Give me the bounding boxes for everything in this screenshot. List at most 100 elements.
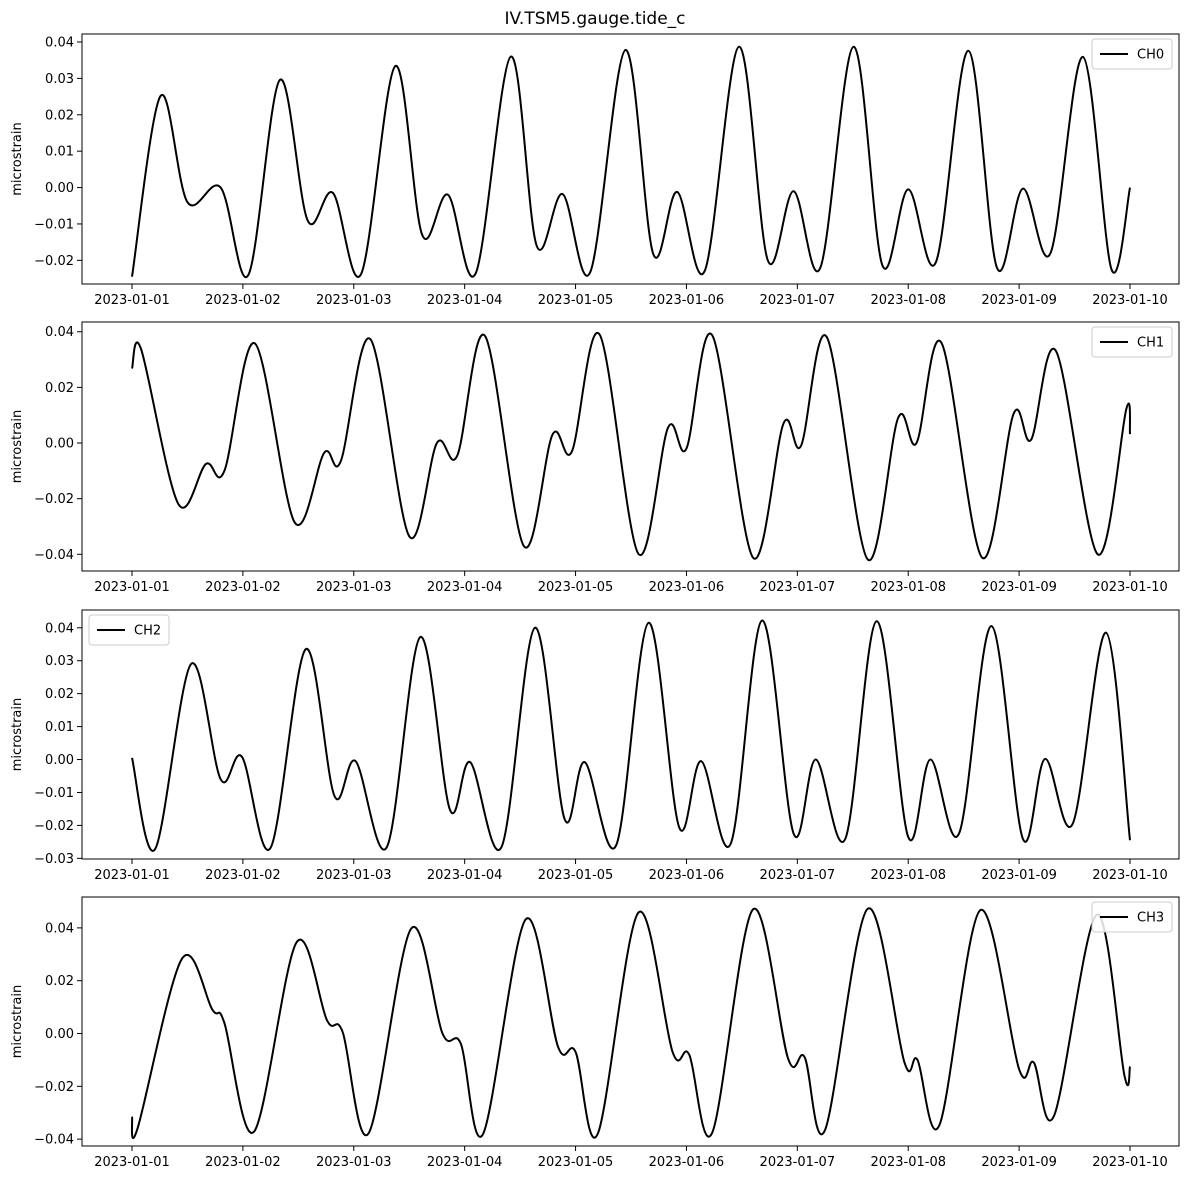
y-tick-label: 0.03 [45, 72, 74, 87]
data-point [1031, 439, 1032, 440]
data-point [334, 795, 335, 796]
y-tick-label: −0.02 [34, 1080, 74, 1095]
data-point [826, 337, 827, 338]
data-point [1033, 1062, 1034, 1063]
data-point [224, 1022, 225, 1023]
data-point [916, 442, 917, 443]
data-point [625, 49, 626, 50]
data-point [935, 262, 936, 263]
x-tick-label: 2023-01-09 [981, 1155, 1057, 1170]
legend-label: CH3 [1137, 911, 1164, 926]
data-point [677, 191, 678, 192]
data-point [752, 557, 753, 558]
x-tick-label: 2023-01-10 [1092, 580, 1168, 595]
data-point [460, 1044, 461, 1045]
subplot-2: 2023-01-01 2023-01-02 2023-01-03 2023-01-04… [10, 609, 1180, 883]
x-tick-label: 2023-01-04 [427, 868, 503, 883]
subplot-1: 2023-01-01 2023-01-02 2023-01-03 2023-01-04… [10, 321, 1180, 595]
data-point [898, 417, 899, 418]
y-tick-label: −0.01 [34, 217, 74, 232]
data-point [564, 818, 565, 819]
legend: CH1 [1091, 326, 1173, 358]
data-point [332, 192, 333, 193]
data-point [793, 833, 794, 834]
data-point [968, 50, 969, 51]
data-point [1129, 434, 1130, 435]
data-point [279, 79, 280, 80]
data-point [294, 522, 295, 523]
data-point [355, 761, 356, 762]
data-point [820, 267, 821, 268]
x-tick-label: 2023-01-07 [760, 868, 836, 883]
data-point [137, 1128, 138, 1129]
axes-frame [81, 896, 1180, 1147]
data-point [653, 253, 654, 254]
y-tick-label: 0.04 [45, 621, 74, 636]
data-point [409, 536, 410, 537]
data-point [368, 1133, 369, 1134]
data-point [386, 846, 387, 847]
legend: CH3 [1091, 901, 1173, 933]
data-point [411, 928, 412, 929]
legend-label: CH1 [1137, 336, 1164, 351]
legend-box [1091, 901, 1173, 933]
data-point [131, 276, 132, 277]
x-tick-label: 2023-01-03 [316, 868, 392, 883]
x-tick-label: 2023-01-08 [870, 580, 946, 595]
data-point [739, 46, 740, 47]
x-tick-label: 2023-01-09 [981, 868, 1057, 883]
data-point [1022, 838, 1023, 839]
data-point [793, 191, 794, 192]
data-point [1105, 632, 1106, 633]
data-point [590, 271, 591, 272]
data-point [701, 761, 702, 762]
data-point [638, 912, 639, 913]
data-point [342, 1032, 343, 1033]
data-point [783, 423, 784, 424]
x-tick-label: 2023-01-01 [94, 580, 170, 595]
data-point [982, 557, 983, 558]
y-axis-label: microstrain [10, 985, 25, 1058]
y-axis-label: microstrain [10, 698, 25, 771]
data-point [178, 503, 179, 504]
data-point [1044, 758, 1045, 759]
y-tick-label: 0.02 [45, 974, 74, 989]
data-point [212, 1009, 213, 1010]
data-point [296, 942, 297, 943]
data-point [730, 843, 731, 844]
data-point [534, 627, 535, 628]
data-point [562, 194, 563, 195]
data-point [958, 833, 959, 834]
data-point [552, 434, 553, 435]
x-tick-label: 2023-01-04 [427, 1155, 503, 1170]
data-point [420, 636, 421, 637]
y-axis-label: microstrain [10, 122, 25, 195]
subplot-3: 2023-01-01 2023-01-02 2023-01-03 2023-01-04… [10, 896, 1180, 1170]
x-tick-label: 2023-01-02 [205, 580, 281, 595]
x-tick-label: 2023-01-06 [649, 868, 725, 883]
data-point [220, 779, 221, 780]
data-point [191, 663, 192, 664]
axes-frame [81, 321, 1180, 572]
data-point [449, 809, 450, 810]
data-point [917, 1059, 918, 1060]
data-point [324, 452, 325, 453]
data-point [1022, 188, 1023, 189]
legend-box [88, 614, 170, 646]
x-tick-label: 2023-01-09 [981, 580, 1057, 595]
data-point [361, 273, 362, 274]
data-point [1129, 1066, 1130, 1067]
y-tick-label: 0.02 [45, 687, 74, 702]
data-point [457, 455, 458, 456]
data-point [307, 220, 308, 221]
data-point [712, 335, 713, 336]
data-point [395, 65, 396, 66]
data-point [1129, 187, 1130, 188]
data-point [648, 622, 649, 623]
data-point [326, 1020, 327, 1021]
legend-box [1091, 38, 1173, 70]
data-point [686, 448, 687, 449]
x-tick-label: 2023-01-06 [649, 580, 725, 595]
y-tick-label: 0.00 [45, 1027, 74, 1042]
